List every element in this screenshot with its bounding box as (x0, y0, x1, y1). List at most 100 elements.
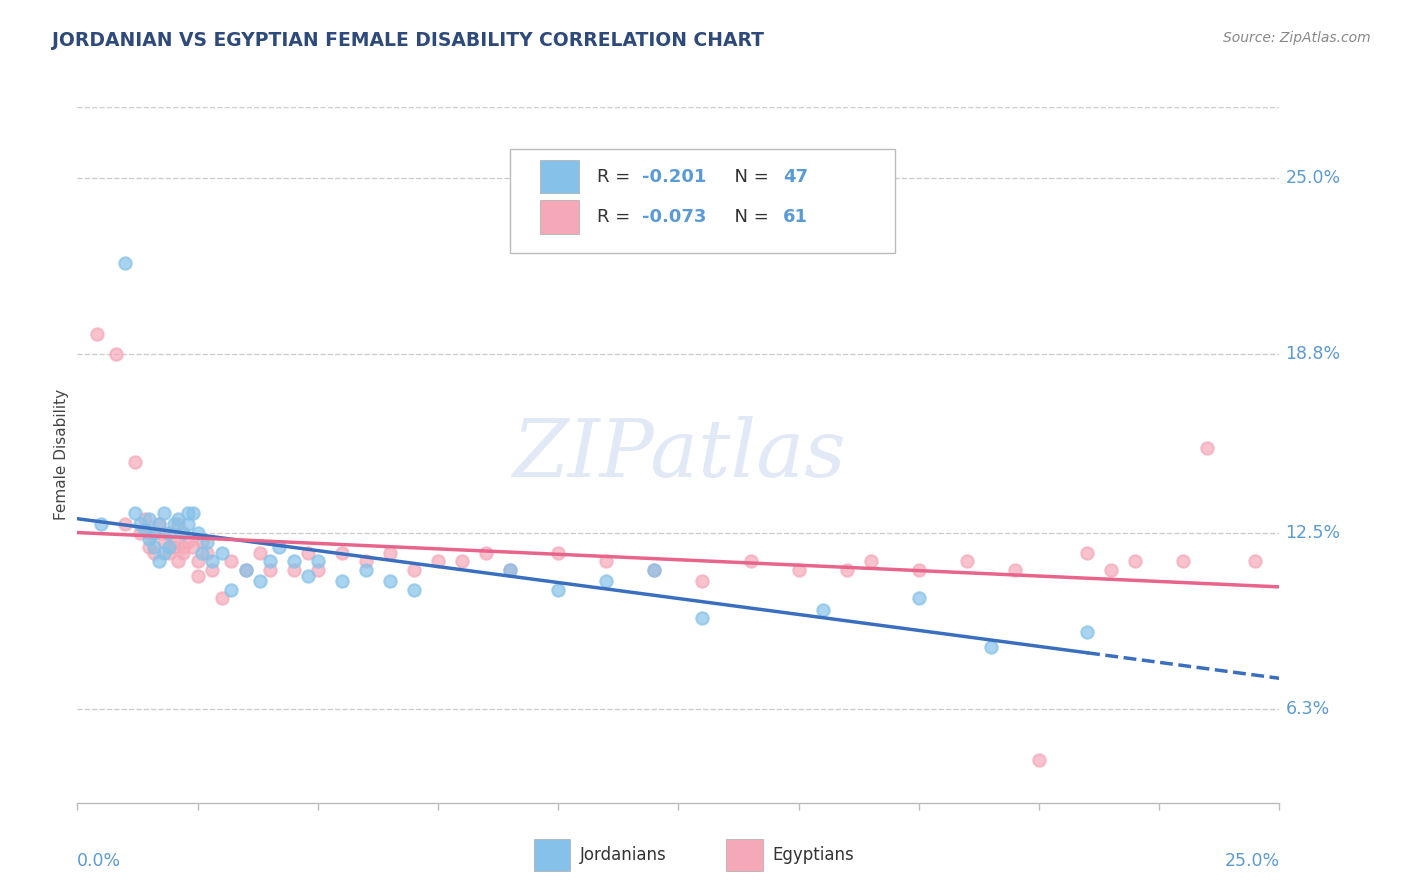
Point (475, 546, 498, 560)
Point (104, 347, 127, 361)
Point (259, 563, 281, 577)
Point (297, 546, 319, 560)
Text: Jordanians: Jordanians (579, 846, 666, 864)
Point (181, 540, 204, 554)
Point (643, 563, 665, 577)
Point (191, 546, 214, 560)
Point (157, 526, 180, 541)
Point (90, 517, 112, 532)
Point (157, 546, 180, 560)
Point (427, 554, 450, 568)
Point (595, 554, 617, 568)
Point (283, 554, 305, 568)
Point (249, 546, 271, 560)
Point (148, 517, 170, 532)
Text: 47: 47 (783, 168, 808, 186)
Point (153, 526, 176, 541)
Point (162, 534, 184, 549)
Text: N =: N = (723, 208, 775, 226)
Point (134, 512, 156, 526)
Point (143, 526, 166, 541)
Point (908, 591, 931, 606)
Text: Egyptians: Egyptians (772, 846, 853, 864)
Text: 0.0%: 0.0% (77, 852, 121, 870)
Point (499, 563, 522, 577)
Point (330, 574, 353, 589)
Point (354, 563, 377, 577)
Point (148, 517, 170, 532)
Point (143, 540, 166, 554)
Y-axis label: Female Disability: Female Disability (53, 389, 69, 521)
FancyBboxPatch shape (727, 839, 762, 871)
Point (692, 574, 714, 589)
Text: 12.5%: 12.5% (1285, 524, 1340, 542)
Point (138, 532, 160, 546)
Point (172, 540, 194, 554)
Point (167, 512, 190, 526)
Point (235, 563, 257, 577)
Text: R =: R = (596, 168, 636, 186)
Point (153, 506, 176, 520)
Point (143, 546, 166, 560)
Point (859, 554, 882, 568)
Point (835, 563, 858, 577)
Point (201, 554, 224, 568)
Point (1076, 546, 1098, 560)
Point (114, 517, 136, 532)
Point (595, 574, 617, 589)
Point (980, 640, 1002, 654)
Point (811, 603, 834, 617)
Point (191, 534, 214, 549)
Point (201, 563, 224, 577)
Point (547, 546, 569, 560)
Point (307, 554, 329, 568)
Point (177, 534, 200, 549)
FancyBboxPatch shape (540, 201, 579, 234)
Text: JORDANIAN VS EGYPTIAN FEMALE DISABILITY CORRELATION CHART: JORDANIAN VS EGYPTIAN FEMALE DISABILITY … (52, 31, 763, 50)
Point (211, 591, 233, 606)
Point (153, 534, 176, 549)
Point (1099, 563, 1122, 577)
Point (177, 517, 200, 532)
Point (114, 256, 136, 270)
Point (128, 517, 150, 532)
Text: 61: 61 (783, 208, 808, 226)
Point (138, 512, 160, 526)
Point (124, 506, 146, 520)
Point (148, 554, 170, 568)
Point (330, 546, 353, 560)
Point (219, 554, 242, 568)
Point (124, 455, 146, 469)
Point (1123, 554, 1146, 568)
Point (172, 526, 194, 541)
Point (235, 563, 257, 577)
Point (269, 540, 291, 554)
Point (143, 526, 166, 541)
Point (186, 526, 209, 541)
Point (402, 563, 425, 577)
Point (195, 534, 218, 549)
Point (259, 554, 281, 568)
Point (1197, 441, 1219, 455)
Point (186, 554, 209, 568)
Point (307, 563, 329, 577)
Point (643, 563, 665, 577)
Point (138, 540, 160, 554)
Point (162, 540, 184, 554)
Point (249, 574, 271, 589)
Point (172, 546, 194, 560)
Point (1244, 554, 1267, 568)
FancyBboxPatch shape (540, 160, 579, 194)
Point (211, 546, 233, 560)
Point (177, 506, 200, 520)
Point (162, 517, 184, 532)
Point (787, 563, 810, 577)
Point (378, 574, 401, 589)
Point (167, 554, 190, 568)
Point (740, 554, 762, 568)
Text: R =: R = (596, 208, 636, 226)
Point (219, 582, 242, 597)
Point (402, 582, 425, 597)
Point (499, 563, 522, 577)
Point (1076, 625, 1098, 640)
